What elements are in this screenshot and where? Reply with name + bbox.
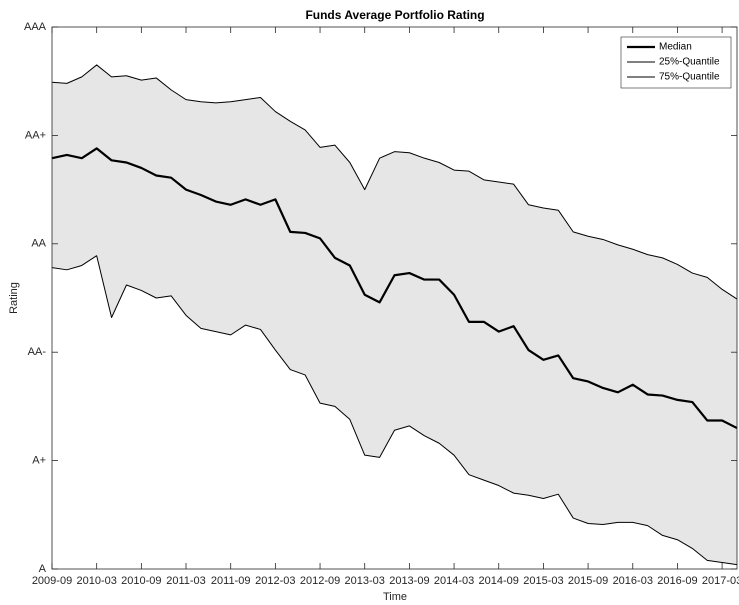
x-tick-label: 2011-09 [211,575,251,587]
x-tick-label: 2016-03 [613,575,653,587]
x-axis-label: Time [383,591,407,603]
x-tick-label: 2010-09 [121,575,161,587]
x-tick-label: 2009-09 [32,575,72,587]
y-tick-label: A [39,563,47,575]
quantile-band [52,64,737,565]
y-tick-label: AA [31,238,46,250]
x-tick-label: 2015-09 [568,575,608,587]
x-tick-label: 2016-09 [657,575,697,587]
x-tick-label: 2010-03 [76,575,116,587]
plot-frame [51,26,738,570]
legend: Median 25%-Quantile 75%-Quantile [620,36,732,89]
legend-label: Median [659,42,692,53]
x-tick-label: 2014-03 [434,575,474,587]
legend-label: 75%-Quantile [659,72,720,83]
x-tick-label: 2012-03 [255,575,295,587]
y-tick-label: AA+ [25,129,46,141]
x-tick-label: 2011-03 [166,575,206,587]
x-tick-label: 2013-03 [345,575,385,587]
y-tick-label: A+ [32,455,46,467]
y-axis-label: Rating [8,282,20,314]
y-tick-label: AAA [24,21,47,33]
x-tick-label: 2017-03 [702,575,739,587]
x-tick-label: 2015-03 [523,575,563,587]
series-line [51,64,738,300]
x-tick-label: 2013-09 [389,575,429,587]
y-tick-label: AA- [28,346,47,358]
series-line [51,255,738,566]
series-line [51,147,738,430]
x-tick-label: 2012-09 [300,575,340,587]
legend-label: 25%-Quantile [659,57,720,68]
chart-title: Funds Average Portfolio Rating [305,8,484,22]
x-tick-label: 2014-09 [479,575,519,587]
